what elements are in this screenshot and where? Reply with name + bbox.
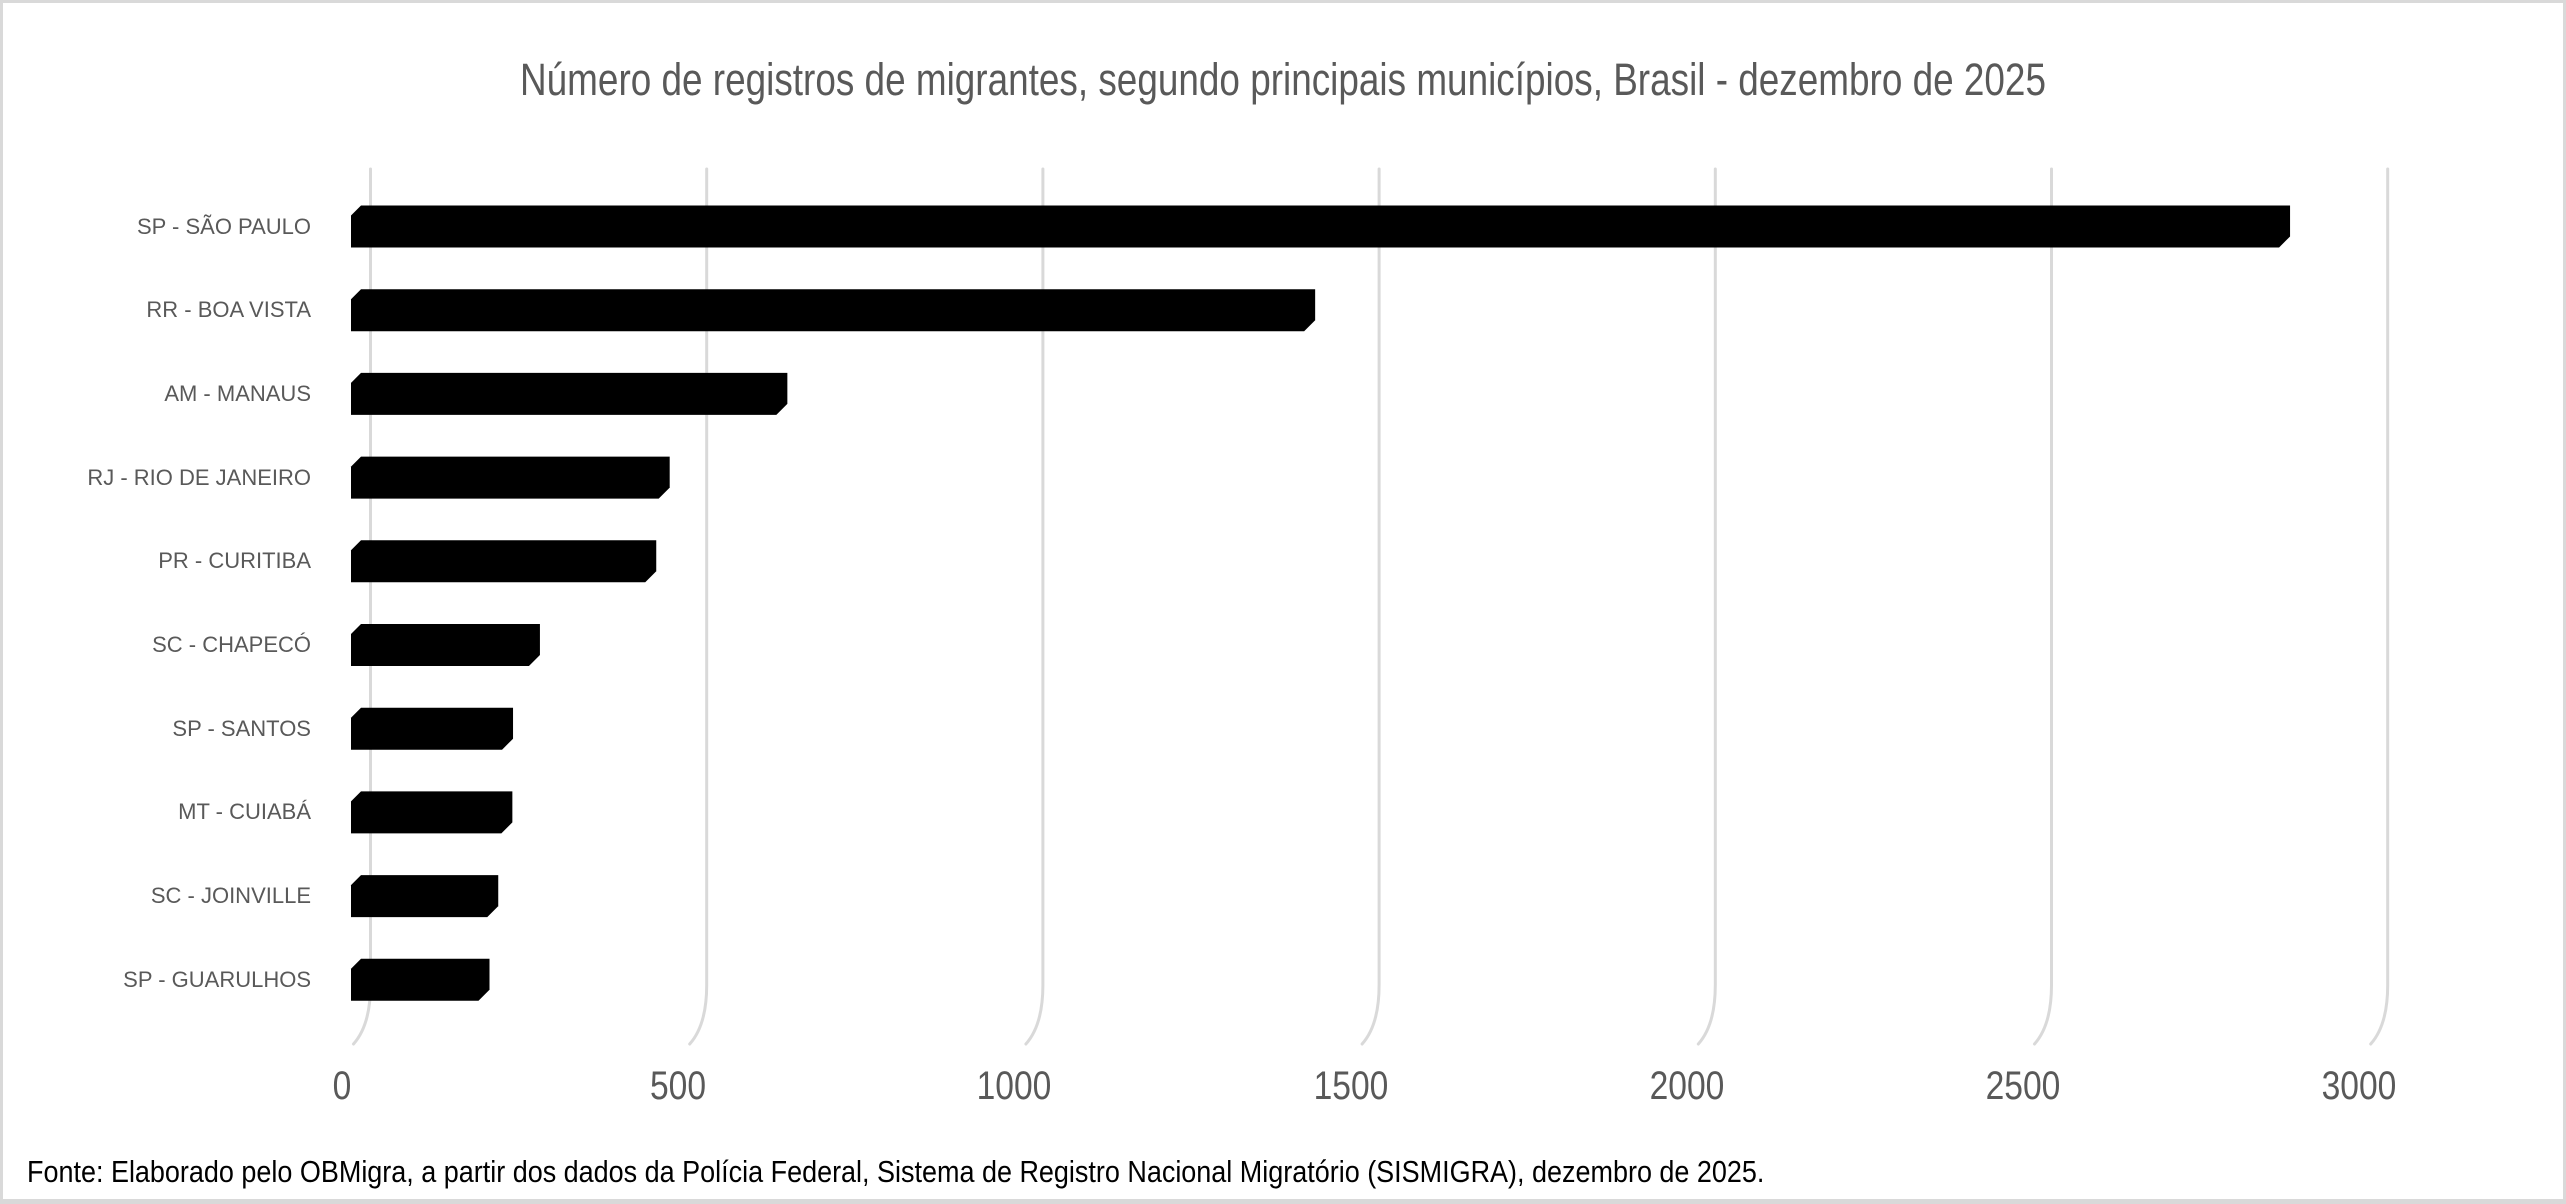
category-label-pr-curitiba: PR - CURITIBA [158,548,311,574]
category-label-sc-joinville: SC - JOINVILLE [150,883,311,909]
bar-mt-cuiaba [351,791,513,834]
category-label-am-manaus: AM - MANAUS [164,380,311,406]
x-axis-tick-0: 0 [332,1064,352,1108]
bar-chart-plot [351,167,2390,1046]
chart-title: Número de registros de migrantes, segund… [520,54,2046,105]
bar-rr-boa-vista [351,289,1316,332]
bar-am-manaus [351,372,788,415]
bar-rj-rio-de-janeiro [351,456,670,499]
gridline-500 [688,167,709,1046]
gridline-2000 [1696,167,1717,1046]
category-label-sp-sao-paulo: SP - SÃO PAULO [136,213,311,239]
x-axis-tick-3000: 3000 [2321,1064,2397,1108]
x-axis-tick-1500: 1500 [1313,1064,1388,1108]
category-label-sp-santos: SP - SANTOS [172,715,311,741]
x-axis-tick-2500: 2500 [1985,1064,2061,1108]
bar-sc-joinville [351,875,499,918]
gridline-3000 [2369,167,2390,1046]
gridline-1500 [1360,167,1381,1046]
gridline-2500 [2033,167,2053,1046]
category-label-mt-cuiaba: MT - CUIABÁ [178,799,311,825]
category-label-sp-guarulhos: SP - GUARULHOS [123,966,311,992]
bar-sc-chapeco [351,624,540,666]
x-axis-tick-500: 500 [650,1064,707,1108]
x-axis-tick-1000: 1000 [977,1064,1052,1108]
category-label-rr-boa-vista: RR - BOA VISTA [146,297,311,323]
x-axis-tick-2000: 2000 [1649,1064,1725,1108]
source-note: Fonte: Elaborado pelo OBMigra, a partir … [27,1154,1765,1189]
bar-sp-sao-paulo [351,205,2291,248]
bar-sp-guarulhos [351,958,490,1001]
category-label-rj-rio-de-janeiro: RJ - RIO DE JANEIRO [87,464,311,490]
gridline-1000 [1024,167,1045,1046]
category-label-sc-chapeco: SC - CHAPECÓ [152,632,311,657]
bar-pr-curitiba [351,540,657,583]
bar-sp-santos [351,707,514,750]
